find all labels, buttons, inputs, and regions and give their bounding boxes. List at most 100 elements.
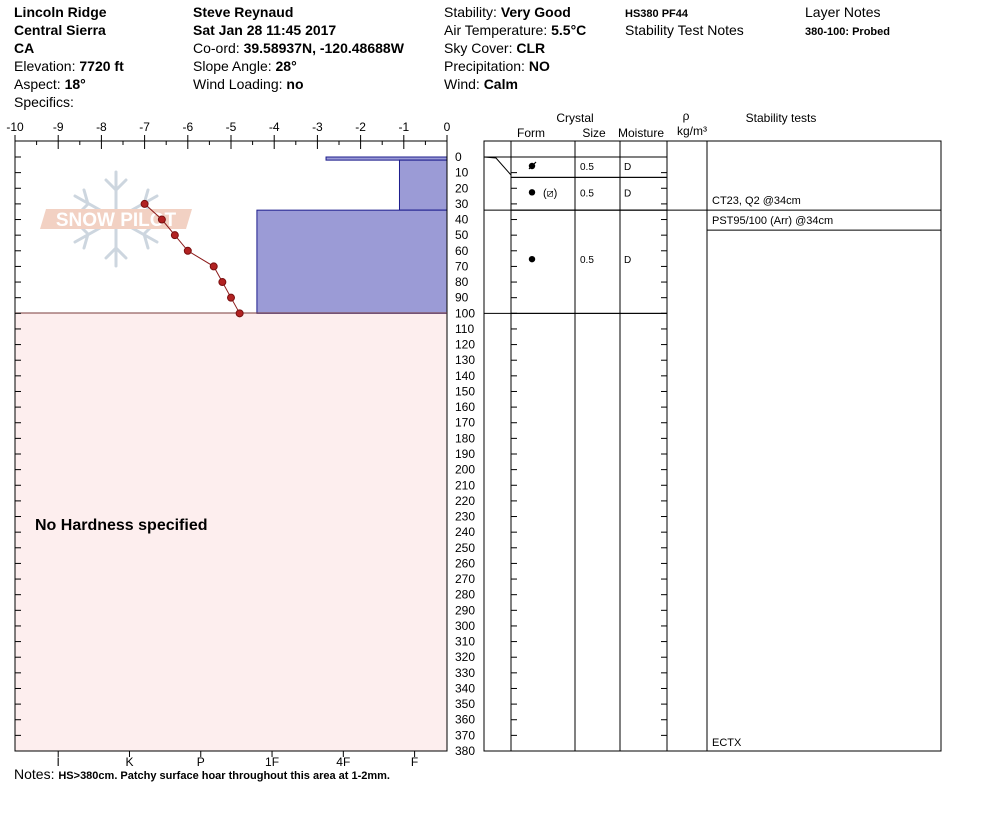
air-temp-label: Air Temperature: [444, 22, 548, 38]
stability-row: Stability: Very Good [444, 4, 571, 20]
depth-tick-label: 250 [455, 541, 475, 555]
aspect-label: Aspect: [14, 76, 61, 92]
hardness-tick-label: F [411, 755, 418, 769]
slope-row: Slope Angle: 28° [193, 58, 297, 74]
depth-tick-label: 20 [455, 181, 469, 195]
depth-tick-label: 90 [455, 291, 469, 305]
stability-test-result: ECTX [712, 737, 742, 749]
no-hardness-label: No Hardness specified [35, 517, 208, 534]
temperature-tick-label: -8 [96, 120, 107, 134]
depth-tick-label: 380 [455, 744, 475, 758]
crystal-size: 0.5 [580, 188, 594, 199]
sky-cover-row: Sky Cover: CLR [444, 40, 545, 56]
depth-tick-label: 360 [455, 713, 475, 727]
hs-pf-summary: HS380 PF44 [625, 8, 688, 20]
aspect-value: 18° [64, 76, 86, 92]
layer-notes-heading: Layer Notes [805, 4, 881, 20]
depth-tick-label: 80 [455, 275, 469, 289]
specifics-label: Specifics: [14, 94, 74, 110]
stability-test-result: PST95/100 (Arr) @34cm [712, 215, 833, 227]
temperature-tick-label: -7 [139, 120, 150, 134]
depth-tick-label: 130 [455, 353, 475, 367]
moisture-value: D [624, 188, 631, 199]
crystal-header: Crystal [556, 111, 593, 125]
no-hardness-region [15, 313, 447, 751]
depth-tick-label: 240 [455, 525, 475, 539]
layer-note: 380-100: Probed [805, 26, 890, 38]
depth-tick-label: 370 [455, 728, 475, 742]
temperature-profile [140, 199, 244, 318]
hardness-layer-bar [256, 209, 448, 314]
hardness-tick-label: K [125, 755, 133, 769]
temperature-point [235, 309, 244, 318]
temperature-point [183, 246, 192, 255]
wind-loading-value: no [286, 76, 304, 92]
temperature-axis: -10 -9 -8 -7 -6 -5 -4 -3 -2 -1 0 [6, 120, 451, 149]
left-depth-ticks [15, 156, 21, 752]
snowpilot-logo: SNOW PILOT [40, 170, 192, 268]
depth-tick-label: 60 [455, 244, 469, 258]
depth-tick-label: 280 [455, 588, 475, 602]
notes-label: Notes: [14, 766, 55, 782]
coord-row: Co-ord: 39.58937N, -120.48688W [193, 40, 404, 56]
slope-label: Slope Angle: [193, 58, 272, 74]
size-header: Size [582, 126, 606, 140]
crystal-form-symbol [528, 255, 536, 263]
hardness-tick-label: 1F [265, 755, 279, 769]
stability-test-notes-heading: Stability Test Notes [625, 22, 744, 38]
temperature-tick-label: -9 [53, 120, 64, 134]
depth-tick-label: 70 [455, 259, 469, 273]
coord-label: Co-ord: [193, 40, 240, 56]
hardness-tick-label: P [197, 755, 205, 769]
depth-tick-label: 170 [455, 416, 475, 430]
air-temp-row: Air Temperature: 5.5°C [444, 22, 586, 38]
mountain-range: Central Sierra [14, 22, 106, 38]
temperature-point [209, 262, 218, 271]
moisture-value: D [624, 162, 631, 173]
depth-tick-label: 0 [455, 150, 462, 164]
depth-tick-label: 110 [455, 322, 474, 336]
temperature-tick-label: 0 [444, 120, 451, 134]
depth-tick-label: 190 [455, 447, 475, 461]
surface-hoar-stroke [528, 161, 537, 170]
hardness-axis: I K P 1F 4F F [57, 751, 418, 769]
depth-tick-label: 40 [455, 213, 469, 227]
wind-label: Wind: [444, 76, 480, 92]
depth-tick-label: 290 [455, 603, 475, 617]
coord-value: 39.58937N, -120.48688W [243, 40, 404, 56]
temperature-tick-label: -4 [269, 120, 280, 134]
density-unit: kg/m³ [677, 124, 707, 138]
location-name: Lincoln Ridge [14, 4, 107, 20]
stability-value: Very Good [500, 4, 571, 20]
depth-tick-label: 210 [455, 478, 475, 492]
depth-tick-label: 270 [455, 572, 475, 586]
depth-tick-label: 200 [455, 463, 475, 477]
hardness-tick-label: 4F [336, 755, 350, 769]
notes-text: HS>380cm. Patchy surface hoar throughout… [58, 770, 390, 782]
air-temp-value: 5.5°C [551, 22, 587, 38]
density-symbol: ρ [683, 109, 690, 123]
slope-value: 28° [275, 58, 297, 74]
hardness-layer-bar [398, 159, 448, 211]
temperature-point [170, 231, 179, 240]
sky-cover-value: CLR [516, 40, 546, 56]
wind-value: Calm [483, 76, 518, 92]
crystal-size: 0.5 [580, 162, 594, 173]
precip-row: Precipitation: NO [444, 58, 550, 74]
precip-value: NO [528, 58, 550, 74]
temperature-tick-label: -2 [355, 120, 366, 134]
hardness-tick-label: I [57, 755, 60, 769]
depth-tick-label: 260 [455, 556, 475, 570]
temperature-point [218, 278, 227, 287]
depth-tick-label: 50 [455, 228, 469, 242]
layer-rows: 0.5 D (⧄) 0.5 D 0.5 D [483, 156, 941, 314]
depth-tick-label: 310 [455, 635, 475, 649]
depth-tick-label: 180 [455, 431, 475, 445]
moisture-header: Moisture [618, 126, 664, 140]
moisture-value: D [624, 255, 631, 266]
logo-text: SNOW PILOT [56, 210, 177, 231]
depth-tick-label: 160 [455, 400, 475, 414]
temperature-tick-label: -10 [6, 120, 24, 134]
crystal-form-secondary: (⧄) [543, 187, 557, 199]
